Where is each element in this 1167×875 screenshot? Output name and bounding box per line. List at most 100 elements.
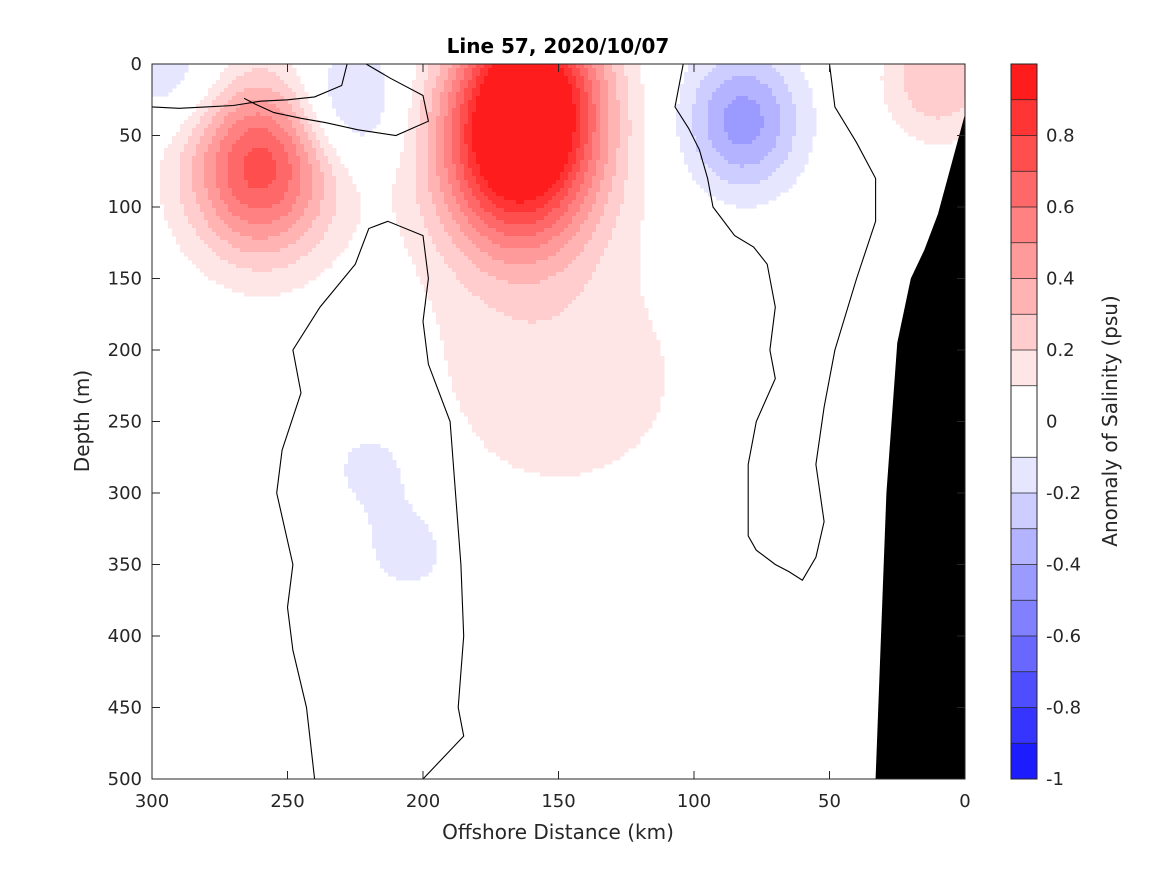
field-cell: [412, 168, 417, 173]
field-cell: [612, 148, 617, 153]
field-cell: [464, 156, 469, 161]
field-cell: [168, 188, 173, 193]
field-cell: [616, 196, 621, 201]
field-cell: [464, 196, 469, 201]
field-cell: [928, 88, 933, 93]
field-cell: [440, 128, 445, 133]
field-cell: [364, 64, 369, 69]
field-cell: [952, 96, 957, 101]
field-cell: [324, 168, 329, 173]
field-cell: [752, 64, 757, 69]
field-cell: [180, 184, 185, 189]
field-cell: [732, 68, 737, 73]
field-cell: [928, 72, 933, 77]
field-cell: [688, 88, 693, 93]
field-cell: [528, 200, 533, 205]
field-cell: [960, 64, 965, 69]
field-cell: [544, 180, 549, 185]
field-cell: [700, 132, 705, 137]
field-cell: [548, 132, 553, 137]
field-cell: [884, 88, 889, 93]
field-cell: [684, 80, 689, 85]
field-cell: [352, 116, 357, 121]
field-cell: [540, 108, 545, 113]
field-cell: [432, 196, 437, 201]
field-cell: [488, 124, 493, 129]
field-cell: [408, 136, 413, 141]
field-cell: [492, 180, 497, 185]
field-cell: [912, 128, 917, 133]
field-cell: [248, 168, 253, 173]
field-cell: [744, 172, 749, 177]
field-cell: [472, 176, 477, 181]
field-cell: [532, 156, 537, 161]
field-cell: [244, 128, 249, 133]
field-cell: [232, 160, 237, 165]
field-cell: [948, 116, 953, 121]
field-cell: [548, 116, 553, 121]
field-cell: [752, 164, 757, 169]
field-cell: [916, 88, 921, 93]
field-cell: [296, 140, 301, 145]
field-cell: [252, 148, 257, 153]
field-cell: [768, 128, 773, 133]
field-cell: [520, 160, 525, 165]
field-cell: [760, 96, 765, 101]
field-cell: [292, 144, 297, 149]
field-cell: [720, 64, 725, 69]
field-cell: [548, 180, 553, 185]
field-cell: [768, 80, 773, 85]
field-cell: [484, 196, 489, 201]
field-cell: [236, 76, 241, 81]
field-cell: [804, 96, 809, 101]
field-cell: [376, 76, 381, 81]
field-cell: [576, 136, 581, 141]
field-cell: [724, 136, 729, 141]
field-cell: [628, 76, 633, 81]
field-cell: [572, 112, 577, 117]
field-cell: [528, 132, 533, 137]
field-cell: [640, 164, 645, 169]
field-cell: [236, 192, 241, 197]
field-cell: [380, 100, 385, 105]
field-cell: [592, 92, 597, 97]
field-cell: [692, 152, 697, 157]
field-cell: [352, 120, 357, 125]
field-cell: [908, 84, 913, 89]
field-cell: [528, 108, 533, 113]
field-cell: [320, 140, 325, 145]
field-cell: [920, 136, 925, 141]
field-cell: [436, 148, 441, 153]
field-cell: [720, 128, 725, 133]
field-cell: [220, 80, 225, 85]
field-cell: [748, 136, 753, 141]
field-cell: [352, 64, 357, 69]
field-cell: [580, 88, 585, 93]
field-cell: [452, 80, 457, 85]
field-cell: [896, 108, 901, 113]
field-cell: [380, 104, 385, 109]
field-cell: [260, 140, 265, 145]
field-cell: [904, 108, 909, 113]
field-cell: [944, 68, 949, 73]
field-cell: [216, 144, 221, 149]
field-cell: [732, 152, 737, 157]
field-cell: [448, 148, 453, 153]
field-cell: [516, 168, 521, 173]
field-cell: [632, 128, 637, 133]
field-cell: [744, 156, 749, 161]
field-cell: [168, 76, 173, 81]
field-cell: [572, 156, 577, 161]
field-cell: [892, 64, 897, 69]
field-cell: [904, 112, 909, 117]
field-cell: [512, 156, 517, 161]
field-cell: [780, 128, 785, 133]
field-cell: [500, 144, 505, 149]
field-cell: [244, 136, 249, 141]
field-cell: [592, 64, 597, 69]
field-cell: [172, 148, 177, 153]
field-cell: [600, 164, 605, 169]
field-cell: [468, 156, 473, 161]
field-cell: [220, 76, 225, 81]
field-cell: [528, 172, 533, 177]
